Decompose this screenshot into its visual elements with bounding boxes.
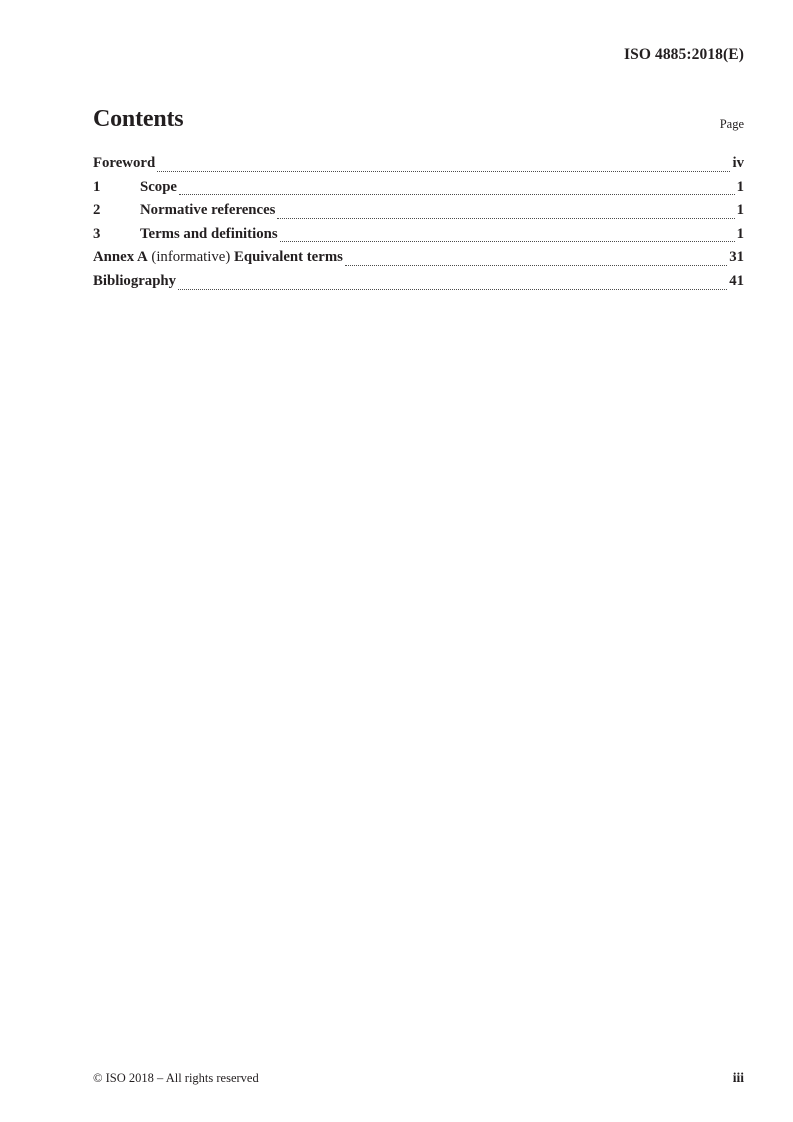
leader-dots bbox=[344, 264, 728, 266]
toc-page-number: 1 bbox=[736, 225, 744, 242]
leader-dots bbox=[279, 241, 735, 243]
document-reference: ISO 4885:2018(E) bbox=[623, 46, 744, 63]
toc-entry-subtitle: (informative) bbox=[147, 249, 234, 266]
toc-entry-title: Annex A bbox=[93, 249, 148, 266]
toc-entry-terms-and-definitions[interactable]: 3 Terms and definitions 1 bbox=[93, 223, 744, 247]
toc-entry-title: Normative references bbox=[140, 202, 276, 219]
toc-entry-label: Terms and definitions bbox=[140, 223, 278, 247]
leader-dots bbox=[157, 170, 731, 172]
toc-entry-label: Annex A (informative) Equivalent terms bbox=[93, 246, 343, 270]
toc-entry-number: 1 bbox=[93, 178, 101, 195]
toc-entry-number: 2 bbox=[93, 202, 101, 219]
footer-copyright: © ISO 2018 – All rights reserved bbox=[93, 1071, 259, 1085]
toc-page-number: 1 bbox=[736, 178, 744, 195]
footer-page-number: iii bbox=[732, 1070, 744, 1085]
toc-entry-title: Terms and definitions bbox=[140, 225, 278, 242]
toc-entry-annex-a[interactable]: Annex A (informative) Equivalent terms 3… bbox=[93, 246, 744, 270]
leader-dots bbox=[178, 288, 728, 290]
toc-entry-title: Scope bbox=[140, 178, 177, 195]
page-title: Contents bbox=[93, 106, 184, 132]
page-footer: © ISO 2018 – All rights reserved iii bbox=[93, 1070, 744, 1086]
toc-entry-label: Normative references bbox=[140, 199, 275, 223]
toc-entry-label: Scope bbox=[140, 176, 177, 200]
leader-dots bbox=[277, 217, 735, 219]
toc-entry-title-2: Equivalent terms bbox=[233, 249, 343, 266]
toc-entry-title: Foreword bbox=[93, 155, 156, 171]
leader-dots bbox=[179, 194, 735, 196]
toc-entry-bibliography[interactable]: Bibliography 41 bbox=[93, 270, 744, 294]
toc-page-number: 31 bbox=[729, 249, 744, 266]
page-column-label: Page bbox=[719, 117, 744, 131]
toc-entry-label: Bibliography bbox=[93, 270, 176, 294]
table-of-contents: Foreword iv 1 Scope 1 2 Normative refere… bbox=[93, 152, 744, 294]
toc-entry-normative-references[interactable]: 2 Normative references 1 bbox=[93, 199, 744, 223]
toc-page-number: iv bbox=[732, 155, 744, 171]
toc-entry-label: Foreword bbox=[93, 152, 155, 176]
toc-entry-foreword[interactable]: Foreword iv bbox=[93, 152, 744, 176]
toc-page-number: 1 bbox=[736, 202, 744, 219]
contents-title-row: Contents Page bbox=[93, 104, 744, 134]
toc-entry-scope[interactable]: 1 Scope 1 bbox=[93, 176, 744, 200]
toc-entry-number: 3 bbox=[93, 225, 101, 242]
toc-page-number: 41 bbox=[729, 272, 744, 289]
toc-entry-title: Bibliography bbox=[93, 272, 177, 289]
